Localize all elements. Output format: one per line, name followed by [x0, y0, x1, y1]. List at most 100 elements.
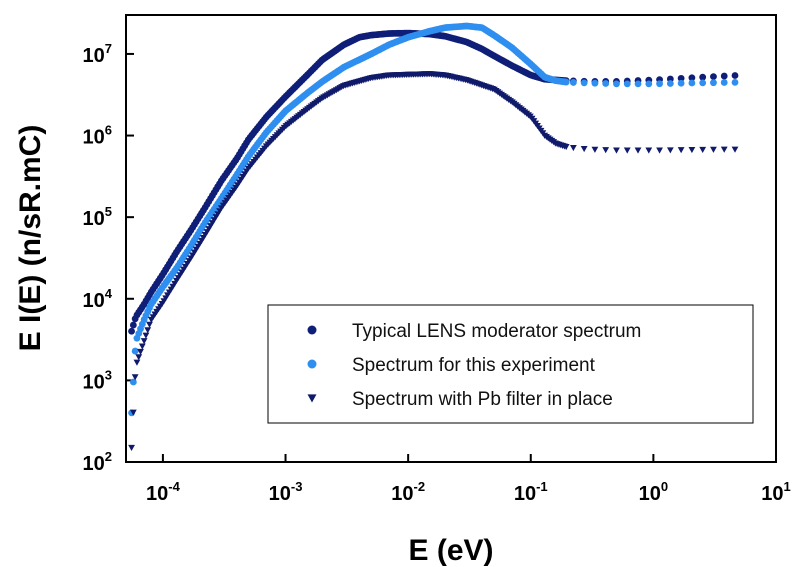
series-2-point	[666, 80, 674, 87]
series-2-point	[710, 79, 717, 87]
y-tick-label-base: 10	[83, 453, 105, 475]
series-2-point	[562, 78, 570, 86]
data-series	[128, 22, 739, 452]
series-2-point	[656, 80, 663, 88]
series-3-point	[634, 147, 642, 154]
legend-marker-1	[307, 325, 317, 335]
series-2-point	[580, 79, 588, 87]
x-axis-title: E (eV)	[408, 534, 493, 567]
series-3-point	[140, 338, 148, 345]
series-3-point	[688, 147, 696, 154]
series-2-point	[129, 378, 137, 386]
series-2-point	[613, 80, 620, 88]
y-tick-label: 103	[83, 367, 112, 393]
x-tick-label: 10-3	[269, 479, 303, 505]
legend-marker-2	[307, 359, 317, 369]
series-3-point	[131, 374, 139, 381]
series-2-point	[602, 80, 610, 87]
plot-frame	[125, 14, 777, 463]
series-3-point	[580, 146, 588, 153]
series-3-point	[710, 146, 717, 153]
x-tick-label-base: 10	[761, 483, 783, 505]
x-tick-label-exponent: 0	[661, 479, 668, 494]
series-3-point	[623, 147, 631, 154]
series-2-point	[645, 80, 653, 88]
series-1-point	[710, 73, 717, 81]
y-tick-label-exponent: 3	[105, 367, 112, 382]
y-tick-label: 107	[83, 41, 112, 67]
series-3	[128, 71, 739, 452]
x-tick-label-base: 10	[514, 483, 536, 505]
x-tick-label-exponent: -1	[536, 479, 548, 494]
y-tick-label: 104	[83, 286, 113, 312]
y-tick-label: 105	[83, 204, 112, 230]
y-tick-label-exponent: 4	[105, 286, 113, 301]
series-1-point	[128, 327, 135, 335]
series-3-point	[144, 327, 152, 334]
y-tick-label-base: 10	[83, 45, 105, 67]
legend-label-3: Spectrum with Pb filter in place	[352, 389, 613, 410]
x-tick-label-base: 10	[146, 483, 168, 505]
x-tick-label-exponent: -4	[168, 479, 180, 494]
series-3-point	[731, 146, 739, 153]
series-2-point	[731, 78, 739, 86]
series-2-point	[634, 80, 642, 88]
series-3-point	[666, 147, 674, 154]
x-tick-label: 10-2	[391, 479, 425, 505]
y-tick-label-base: 10	[83, 290, 105, 312]
y-tick-label-exponent: 2	[105, 449, 112, 464]
x-tick-label: 101	[761, 479, 790, 505]
x-tick-label: 100	[639, 479, 668, 505]
y-tick-label-exponent: 6	[105, 123, 112, 138]
legend-label-2: Spectrum for this experiment	[352, 355, 596, 376]
series-2-point	[720, 79, 728, 86]
legend-box	[267, 304, 754, 424]
series-1-point	[720, 72, 728, 80]
series-3-point	[602, 147, 610, 154]
x-tick-label-exponent: -2	[413, 479, 425, 494]
series-3-point	[135, 354, 143, 361]
series-2-point	[699, 79, 707, 87]
x-tick-label-base: 10	[269, 483, 291, 505]
legend-marker-3	[307, 394, 317, 403]
series-3-point	[138, 343, 146, 350]
series-3-point	[656, 147, 663, 154]
series-2	[128, 22, 739, 417]
legend-label-1: Typical LENS moderator spectrum	[352, 321, 641, 342]
x-tick-label-exponent: -3	[291, 479, 303, 494]
series-2-point	[131, 347, 139, 355]
series-1-point	[688, 74, 696, 82]
series-3-point	[129, 409, 137, 416]
y-tick-label-base: 10	[83, 371, 105, 393]
series-2-point	[677, 79, 685, 87]
series-3-point	[562, 144, 570, 151]
x-tick-label-exponent: 1	[784, 479, 791, 494]
series-2-point	[688, 79, 696, 87]
x-axis-ticks: 10-4 10-3 10-2 10-1 100 101	[146, 454, 791, 505]
series-3-point	[591, 146, 599, 153]
series-3-point	[645, 147, 653, 154]
series-2-point	[569, 79, 577, 86]
y-tick-label-base: 10	[83, 208, 105, 230]
y-tick-label: 102	[83, 449, 112, 475]
series-3-point	[720, 146, 728, 153]
y-axis-title: E I(E) (n/sR.mC)	[14, 125, 47, 352]
series-1-point	[699, 73, 707, 81]
series-1-point	[129, 321, 137, 329]
series-3-point	[699, 146, 707, 154]
series-2-point	[591, 79, 599, 87]
series-3-point	[146, 321, 153, 328]
x-tick-label-base: 10	[639, 483, 661, 505]
series-3-point	[137, 348, 144, 355]
series-1-point	[677, 74, 685, 82]
y-tick-label-exponent: 5	[105, 204, 112, 219]
x-tick-label-base: 10	[391, 483, 413, 505]
series-2-point	[623, 80, 631, 88]
y-tick-label: 106	[83, 123, 112, 149]
series-3-point	[133, 359, 141, 366]
series-3-point	[613, 147, 620, 154]
y-tick-label-exponent: 7	[105, 41, 112, 56]
series-3-point	[142, 332, 150, 339]
